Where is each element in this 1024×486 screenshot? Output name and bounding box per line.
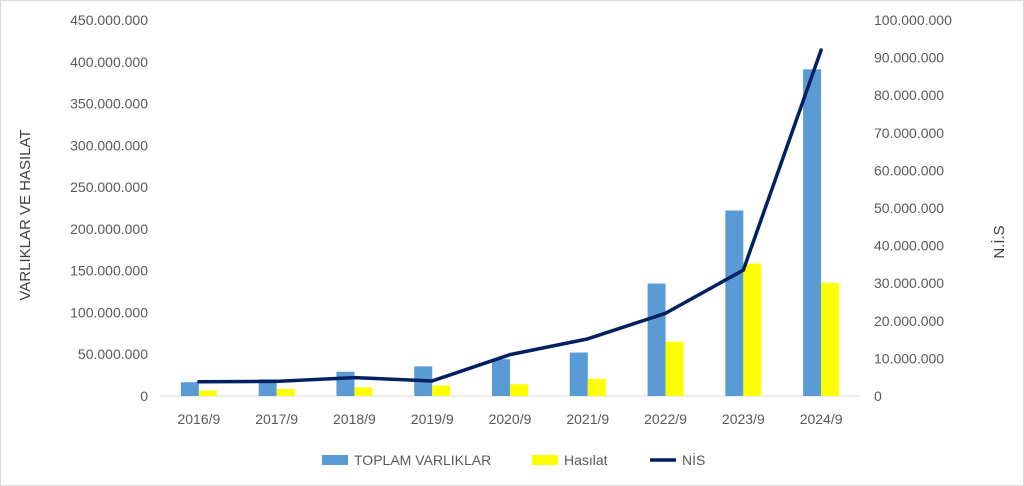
- y2-tick-label: 90.000.000: [874, 50, 944, 66]
- legend-swatch: [322, 455, 348, 465]
- y-tick-label: 400.000.000: [70, 54, 148, 70]
- x-tick-label: 2019/9: [411, 411, 454, 427]
- bar: [354, 387, 373, 396]
- y2-tick-label: 60.000.000: [874, 162, 944, 178]
- legend-label: NİS: [682, 451, 705, 468]
- bar: [258, 379, 277, 396]
- nis-point: [275, 379, 279, 383]
- lines: [197, 48, 823, 384]
- legend: TOPLAM VARLIKLAR Hasılat NİS: [322, 451, 705, 468]
- y2-axis-title: N.İ.S: [990, 225, 1008, 258]
- bars: [180, 69, 840, 396]
- bar: [743, 263, 762, 396]
- y2-tick-label: 10.000.000: [874, 350, 944, 366]
- x-axis-ticks: 2016/9 2017/9 2018/9 2019/9 2020/9 2021/9 2022…: [177, 411, 842, 427]
- bar: [510, 384, 528, 396]
- x-tick-label: 2017/9: [255, 411, 298, 427]
- nis-point: [197, 380, 201, 384]
- x-tick-label: 2024/9: [800, 411, 843, 427]
- legend-label: TOPLAM VARLIKLAR: [354, 452, 491, 468]
- left-axis-ticks: 0 50.000.000 100.000.000 150.000.000 200.000…: [70, 12, 148, 404]
- x-tick-label: 2016/9: [177, 411, 220, 427]
- bar: [336, 371, 355, 396]
- y-tick-label: 450.000.000: [70, 12, 148, 28]
- y-tick-label: 250.000.000: [70, 179, 148, 195]
- x-tick-label: 2023/9: [722, 411, 765, 427]
- bar: [180, 382, 199, 396]
- y-tick-label: 300.000.000: [70, 137, 148, 153]
- bar: [569, 352, 588, 396]
- bar: [803, 69, 822, 396]
- nis-point: [430, 379, 434, 383]
- bar: [432, 385, 451, 396]
- y-tick-label: 0: [140, 388, 148, 404]
- nis-point: [819, 48, 823, 52]
- bar: [821, 282, 840, 396]
- right-axis-ticks: 0 10.000.000 20.000.000 30.000.000 40.000.00…: [874, 12, 952, 404]
- bar: [198, 390, 217, 396]
- nis-point: [586, 337, 590, 341]
- bar: [587, 378, 606, 396]
- bar: [665, 341, 684, 396]
- y2-tick-label: 30.000.000: [874, 275, 944, 291]
- legend-label: Hasılat: [564, 452, 608, 468]
- y-tick-label: 150.000.000: [70, 263, 148, 279]
- y2-tick-label: 20.000.000: [874, 313, 944, 329]
- x-tick-label: 2021/9: [566, 411, 609, 427]
- x-tick-label: 2020/9: [489, 411, 532, 427]
- bar: [647, 283, 666, 396]
- y-tick-label: 100.000.000: [70, 304, 148, 320]
- y2-tick-label: 80.000.000: [874, 87, 944, 103]
- y-tick-label: 50.000.000: [78, 346, 148, 362]
- bar: [492, 359, 510, 396]
- y-tick-label: 200.000.000: [70, 221, 148, 237]
- y2-tick-label: 50.000.000: [874, 200, 944, 216]
- bar: [725, 210, 744, 396]
- x-tick-label: 2018/9: [333, 411, 376, 427]
- y2-tick-label: 40.000.000: [874, 238, 944, 254]
- nis-point: [741, 268, 745, 272]
- nis-point: [508, 353, 512, 357]
- y2-tick-label: 0: [874, 388, 882, 404]
- y2-tick-label: 70.000.000: [874, 125, 944, 141]
- legend-swatch: [532, 455, 558, 465]
- x-tick-label: 2022/9: [644, 411, 687, 427]
- nis-point: [664, 311, 668, 315]
- y-axis-title: VARLIKLAR VE HASILAT: [17, 129, 34, 300]
- nis-point: [352, 376, 356, 380]
- bar: [276, 388, 295, 396]
- y2-tick-label: 100.000.000: [874, 12, 952, 28]
- y-tick-label: 350.000.000: [70, 96, 148, 112]
